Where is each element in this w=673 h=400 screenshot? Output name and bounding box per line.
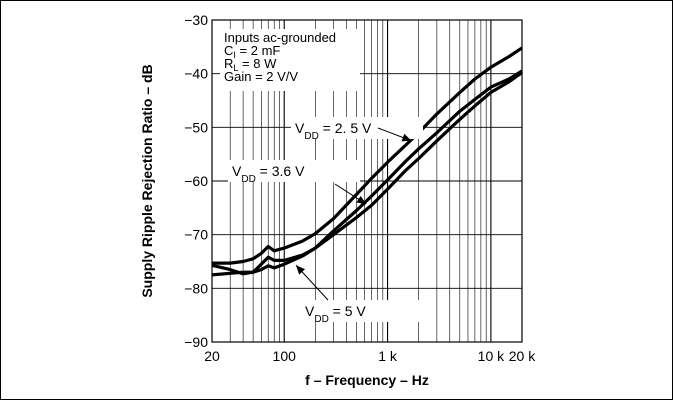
x-axis-label: f – Frequency – Hz: [305, 372, 429, 388]
leader-arrowhead: [401, 133, 412, 142]
series-label-bg: [228, 160, 360, 182]
x-tick-label: 20 k: [509, 348, 536, 364]
x-tick-label: 10 k: [478, 348, 505, 364]
x-tick-label: 1 k: [378, 348, 398, 364]
series-label-bg: [301, 300, 433, 322]
x-tick-label: 100: [273, 348, 297, 364]
series-label-1: VDD = 3.6 V: [232, 163, 305, 185]
y-tick-label: −60: [184, 173, 208, 189]
y-tick-label: −80: [184, 280, 208, 296]
y-tick-label: −90: [184, 334, 208, 350]
y-tick-label: −40: [184, 66, 208, 82]
series-layer: [211, 46, 523, 277]
series-line-2: [211, 71, 523, 277]
y-tick-label: −70: [184, 227, 208, 243]
y-axis-label: Supply Ripple Rejection Ratio – dB: [139, 64, 155, 297]
leader-arrowhead: [296, 265, 306, 275]
series-line-1: [211, 69, 523, 276]
series-label-2: VDD = 5 V: [305, 303, 366, 325]
annotation-layer: VDD = 2. 5 V VDD = 3.6 V VDD = 5 V: [228, 117, 433, 325]
series-line-0: [212, 46, 523, 265]
y-tick-label: −50: [184, 119, 208, 135]
series-label-0: VDD = 2. 5 V: [295, 120, 372, 142]
y-tick-label: −30: [184, 12, 208, 28]
series-label-bg: [291, 117, 423, 139]
x-tick-label: 20: [204, 348, 220, 364]
conditions-box: [220, 29, 360, 91]
leader-arrowhead: [356, 195, 367, 205]
plot-area: [211, 19, 523, 343]
test-conditions: Inputs ac-grounded CI = 2 mF RL = 8 W Gain …: [224, 30, 336, 84]
